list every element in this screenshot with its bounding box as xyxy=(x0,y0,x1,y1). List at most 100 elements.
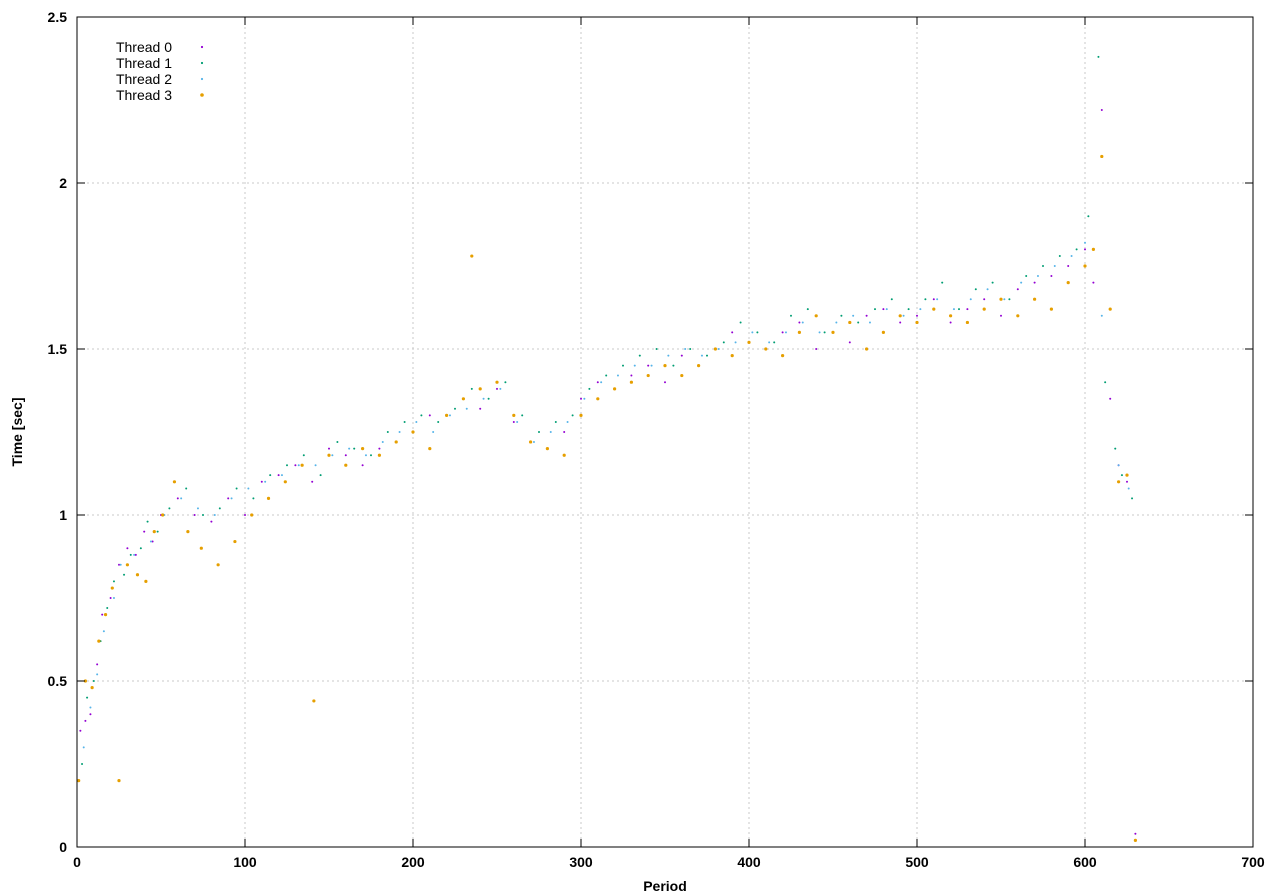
data-point xyxy=(966,308,969,311)
data-point xyxy=(815,348,818,350)
data-point xyxy=(83,679,87,683)
data-point xyxy=(377,453,381,457)
data-point xyxy=(1126,480,1128,483)
data-point xyxy=(79,729,82,732)
data-point xyxy=(1114,447,1117,450)
data-point xyxy=(1053,265,1056,267)
data-point xyxy=(529,440,533,444)
data-point xyxy=(361,464,364,467)
data-point xyxy=(415,421,418,424)
data-point xyxy=(941,281,944,284)
data-point xyxy=(667,354,670,357)
data-point xyxy=(176,497,179,500)
x-tick-label: 200 xyxy=(401,854,425,870)
data-point xyxy=(1100,154,1104,159)
data-point xyxy=(319,474,322,477)
data-point xyxy=(1050,274,1053,277)
data-point xyxy=(629,380,634,384)
data-point xyxy=(394,440,398,444)
series-0 xyxy=(79,108,1137,835)
series-1 xyxy=(81,55,1134,765)
data-point xyxy=(185,487,188,490)
data-point xyxy=(969,298,972,301)
data-point xyxy=(81,763,84,765)
data-point xyxy=(82,746,85,749)
y-tick-label: 2 xyxy=(59,175,67,191)
data-point xyxy=(1131,497,1134,500)
data-point xyxy=(361,447,365,451)
data-point xyxy=(1042,265,1044,267)
data-point xyxy=(89,706,92,709)
data-point xyxy=(106,606,109,609)
data-point xyxy=(336,440,339,443)
data-point xyxy=(1117,480,1121,484)
data-point xyxy=(1033,297,1037,301)
legend-label: Thread 0 xyxy=(116,39,172,55)
data-point xyxy=(89,713,92,716)
data-point xyxy=(149,540,152,543)
plot-frame xyxy=(76,16,1254,848)
data-point xyxy=(126,547,129,550)
data-point xyxy=(1092,281,1095,284)
data-point xyxy=(482,397,485,400)
data-point xyxy=(252,497,255,500)
data-point xyxy=(381,440,384,443)
data-point xyxy=(86,696,89,699)
data-point xyxy=(496,387,498,390)
y-tick-label: 0.5 xyxy=(48,673,68,689)
data-point xyxy=(1016,314,1020,318)
data-point xyxy=(848,341,851,344)
data-point xyxy=(932,307,936,311)
data-point xyxy=(102,630,105,633)
data-point xyxy=(193,514,196,516)
data-point xyxy=(798,321,801,324)
data-point xyxy=(949,321,952,324)
data-point xyxy=(117,779,121,783)
data-point xyxy=(952,308,955,311)
data-point xyxy=(151,540,154,543)
data-point xyxy=(579,413,583,417)
data-point xyxy=(465,407,468,410)
data-point xyxy=(420,414,423,417)
data-point xyxy=(161,513,165,517)
data-point xyxy=(622,364,624,367)
data-point xyxy=(907,308,910,311)
data-point xyxy=(831,330,835,334)
data-point xyxy=(247,487,250,490)
data-point xyxy=(196,507,199,510)
data-point xyxy=(144,579,148,584)
data-point xyxy=(630,374,633,377)
data-point xyxy=(706,354,708,357)
data-point xyxy=(571,414,574,417)
data-point xyxy=(1003,298,1006,301)
data-point xyxy=(1091,247,1095,251)
data-point xyxy=(437,421,440,424)
data-point xyxy=(566,421,569,424)
data-point xyxy=(1008,298,1011,301)
data-point xyxy=(300,463,304,467)
data-point xyxy=(784,331,787,334)
data-point xyxy=(411,430,415,434)
data-point xyxy=(386,431,389,433)
data-point xyxy=(152,530,156,534)
data-point xyxy=(1020,281,1023,284)
data-point xyxy=(1049,307,1053,311)
data-point xyxy=(327,453,331,457)
data-point xyxy=(915,320,919,325)
data-points xyxy=(77,55,1137,842)
data-point xyxy=(213,514,216,516)
data-point xyxy=(210,520,213,523)
data-point xyxy=(563,431,566,433)
data-point xyxy=(545,447,550,451)
data-point xyxy=(1104,381,1107,384)
legend-marker xyxy=(200,45,204,49)
data-point xyxy=(77,779,81,783)
data-point xyxy=(1109,397,1112,400)
data-point xyxy=(146,520,149,523)
data-point xyxy=(647,364,650,367)
data-point xyxy=(428,447,432,451)
data-point xyxy=(814,314,818,318)
data-point xyxy=(353,447,356,450)
data-point xyxy=(521,414,524,417)
data-point xyxy=(722,341,725,344)
